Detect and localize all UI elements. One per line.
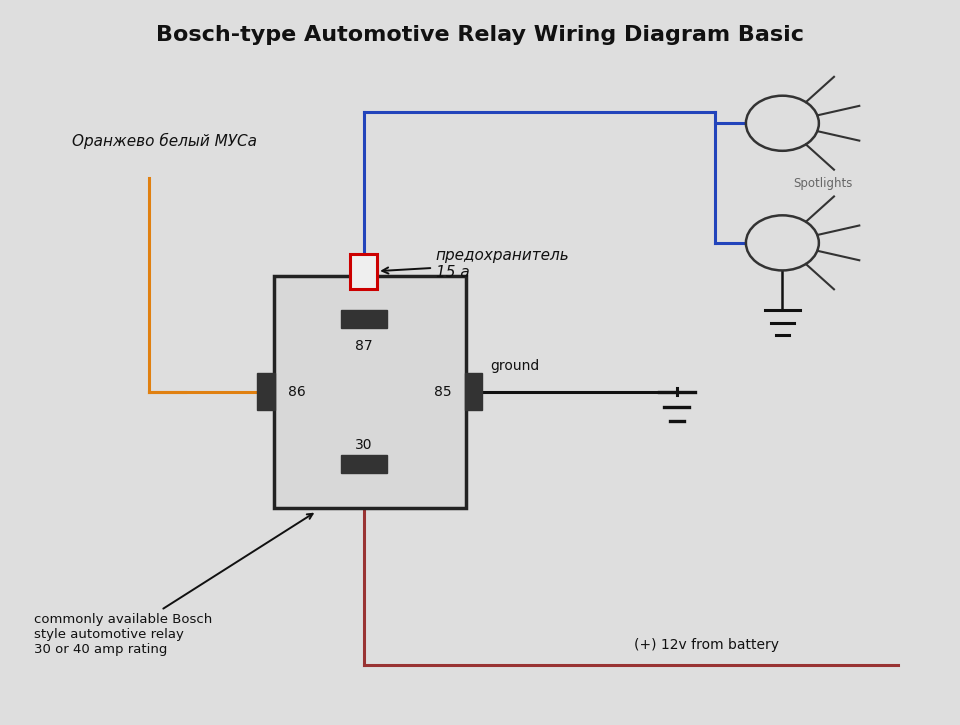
Text: 85: 85 xyxy=(434,384,451,399)
Text: Оранжево белый МУСа: Оранжево белый МУСа xyxy=(72,133,257,149)
Bar xyxy=(257,373,275,410)
Text: предохранитель
15 а: предохранитель 15 а xyxy=(382,248,569,280)
Text: 30: 30 xyxy=(355,438,372,452)
Text: 86: 86 xyxy=(288,384,305,399)
Text: commonly available Bosch
style automotive relay
30 or 40 amp rating: commonly available Bosch style automotiv… xyxy=(34,514,313,656)
Bar xyxy=(350,254,377,289)
Bar xyxy=(341,455,387,473)
Bar xyxy=(465,373,482,410)
Text: 87: 87 xyxy=(355,339,372,352)
Bar xyxy=(341,310,387,328)
Circle shape xyxy=(746,96,819,151)
Text: Spotlights: Spotlights xyxy=(793,177,852,189)
Text: (+) 12v from battery: (+) 12v from battery xyxy=(634,638,779,652)
Bar xyxy=(274,276,466,508)
Circle shape xyxy=(746,215,819,270)
Text: ground: ground xyxy=(491,360,540,373)
Text: Bosch-type Automotive Relay Wiring Diagram Basic: Bosch-type Automotive Relay Wiring Diagr… xyxy=(156,25,804,46)
